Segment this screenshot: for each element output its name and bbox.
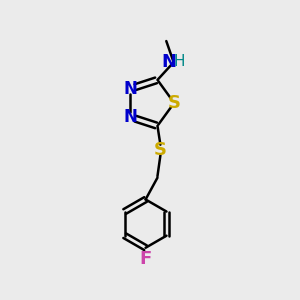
Text: N: N (124, 108, 137, 126)
Text: H: H (173, 54, 185, 69)
Text: F: F (140, 250, 152, 268)
Text: S: S (168, 94, 181, 112)
Text: N: N (162, 53, 177, 71)
Text: N: N (124, 80, 137, 98)
Text: S: S (154, 141, 167, 159)
